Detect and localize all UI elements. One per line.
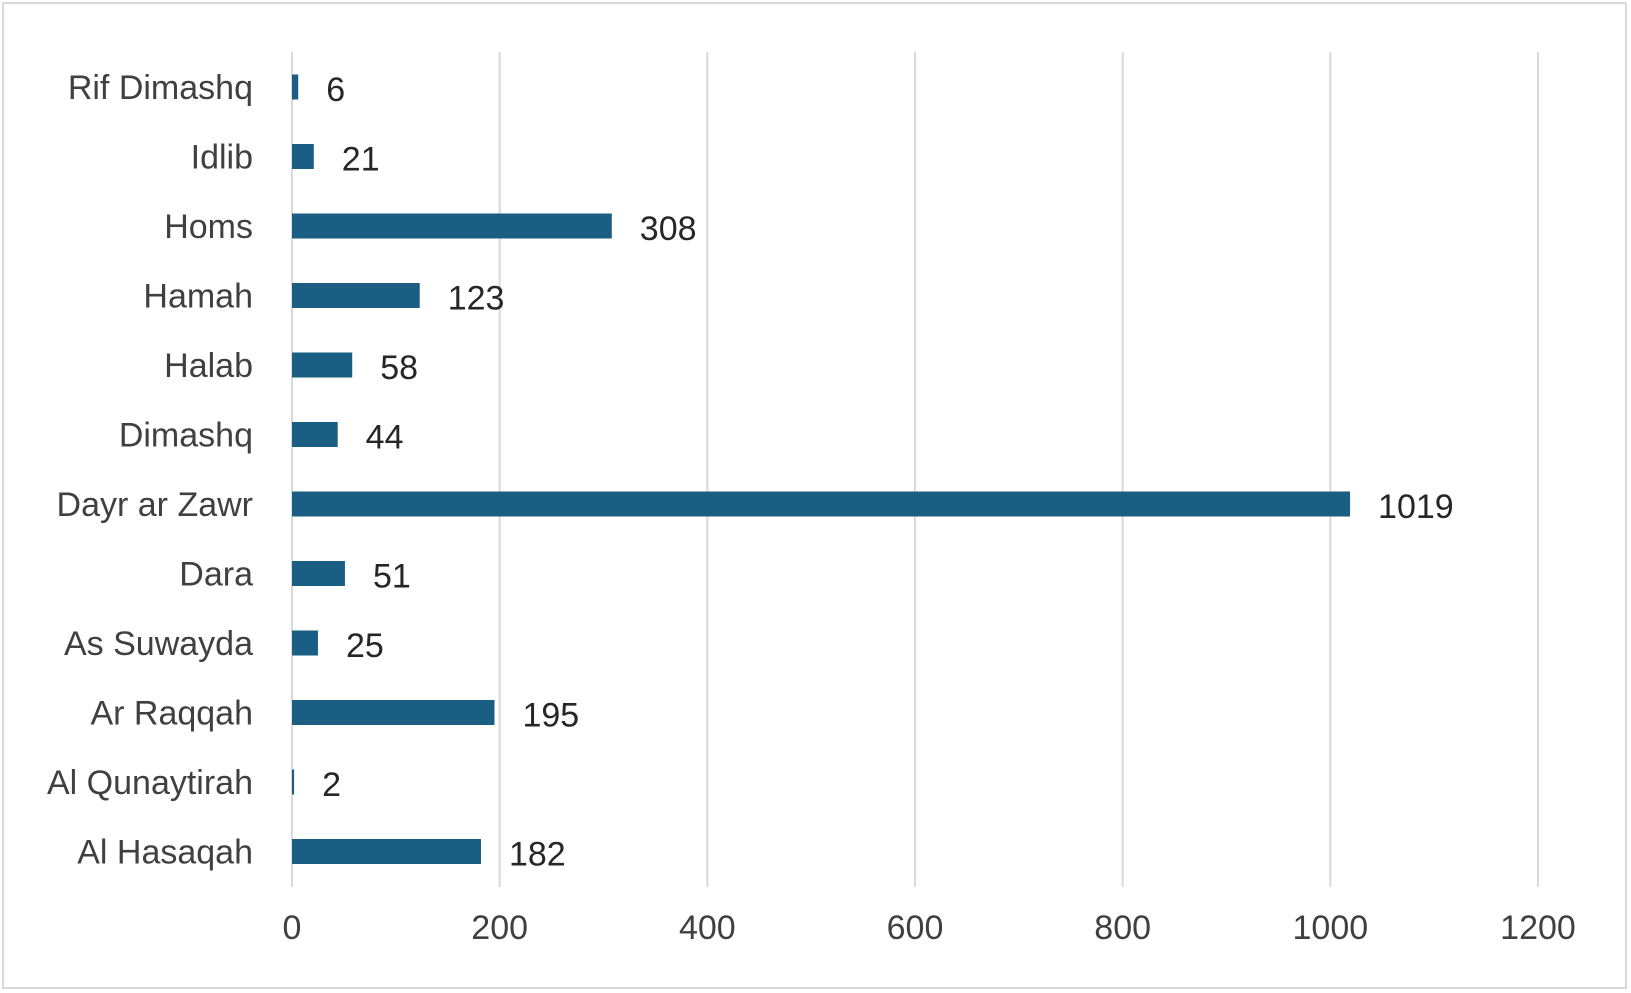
category-label: Homs <box>164 208 253 246</box>
category-labels: Rif Dimashq Idlib Homs Hamah Halab Dimashq Day… <box>47 69 253 872</box>
category-label: Dara <box>179 556 253 594</box>
data-label: 21 <box>342 141 380 179</box>
bar <box>292 213 612 239</box>
data-label: 6 <box>326 71 345 109</box>
x-tick-label: 800 <box>1094 909 1151 947</box>
data-labels: 6 21 308 123 58 44 1019 51 25 195 2 182 <box>322 71 1454 874</box>
x-tick-labels: 0 200 400 600 800 1000 1200 <box>283 909 1576 947</box>
bar <box>292 700 495 725</box>
bar <box>292 839 481 864</box>
data-label: 2 <box>322 766 341 804</box>
category-label: Idlib <box>191 139 253 177</box>
category-label: As Suwayda <box>64 625 253 663</box>
bar <box>292 283 420 308</box>
data-label: 51 <box>373 558 411 596</box>
bar <box>292 561 345 586</box>
category-label: Halab <box>164 347 253 385</box>
bar <box>292 491 1351 517</box>
category-label: Ar Raqqah <box>90 695 253 733</box>
bar <box>292 74 299 100</box>
category-label: Al Hasaqah <box>77 834 253 872</box>
category-label: Hamah <box>143 278 253 316</box>
category-label: Al Qunaytirah <box>47 764 253 802</box>
bar <box>292 630 318 656</box>
data-label: 123 <box>448 280 505 318</box>
category-label: Dayr ar Zawr <box>57 486 253 524</box>
data-label: 58 <box>380 349 418 387</box>
x-tick-label: 1200 <box>1500 909 1576 947</box>
data-label: 1019 <box>1378 488 1454 526</box>
data-label: 182 <box>509 836 566 874</box>
x-tick-label: 0 <box>283 909 302 947</box>
category-label: Dimashq <box>119 417 253 455</box>
x-tick-label: 200 <box>471 909 528 947</box>
data-label: 308 <box>640 210 697 248</box>
gridlines <box>498 52 1539 887</box>
data-label: 44 <box>366 419 404 457</box>
bar <box>292 769 295 795</box>
x-tick-label: 600 <box>887 909 944 947</box>
bar <box>292 422 338 447</box>
data-label: 25 <box>346 627 384 665</box>
x-tick-label: 400 <box>679 909 736 947</box>
bar <box>292 352 353 378</box>
data-label: 195 <box>522 697 579 735</box>
bar <box>292 144 314 169</box>
bars <box>292 74 1351 864</box>
category-label: Rif Dimashq <box>68 69 253 107</box>
x-tick-label: 1000 <box>1293 909 1369 947</box>
